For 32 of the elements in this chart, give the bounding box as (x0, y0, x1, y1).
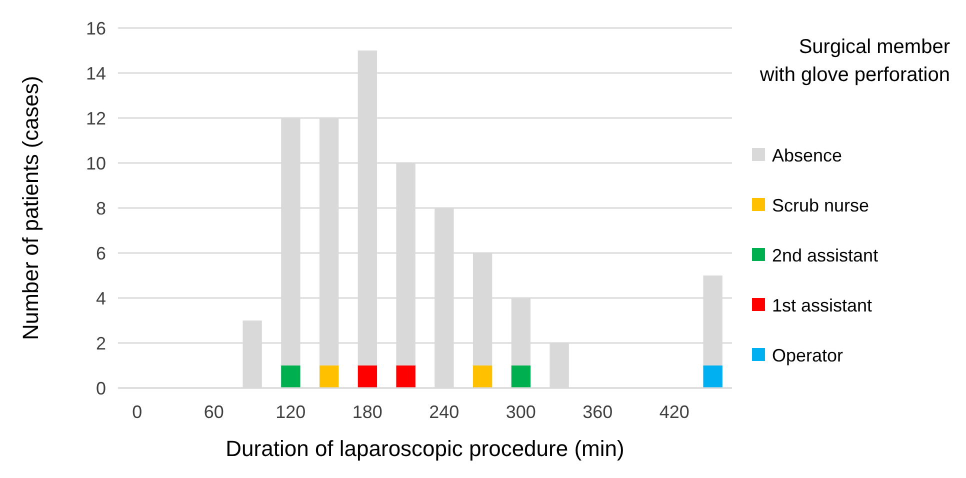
legend-label: Scrub nurse (772, 195, 870, 216)
y-tick-label: 12 (86, 108, 106, 128)
legend-label: Operator (772, 345, 844, 366)
bar (703, 366, 722, 388)
x-tick-label: 240 (429, 402, 460, 422)
x-tick-label: 120 (276, 402, 306, 422)
y-tick-label: 16 (86, 18, 106, 38)
legend-label: Absence (772, 145, 842, 166)
bar (319, 366, 339, 388)
x-tick-label: 60 (204, 402, 224, 422)
x-tick-label: 0 (132, 402, 142, 422)
y-tick-label: 2 (96, 333, 106, 354)
x-axis-title: Duration of laparoscopic procedure (min) (226, 436, 624, 461)
bar (396, 366, 416, 388)
y-tick-label: 14 (86, 63, 106, 84)
x-tick-label: 300 (506, 402, 536, 422)
y-tick-label: 4 (96, 288, 106, 308)
y-tick-label: 0 (96, 378, 106, 398)
x-tick-label: 420 (659, 402, 690, 422)
y-tick-label: 8 (96, 198, 106, 218)
bar (281, 366, 300, 388)
x-tick-label: 180 (352, 402, 382, 422)
x-tick-label: 360 (582, 402, 613, 422)
legend-label: 1st assistant (772, 295, 872, 316)
y-tick-label: 10 (86, 153, 106, 174)
legend-title: Surgical member with glove perforation (758, 36, 950, 86)
legend-label: 2nd assistant (772, 245, 878, 266)
y-tick-label: 6 (96, 243, 106, 264)
bar (358, 366, 378, 388)
y-axis-title: Number of patients (cases) (18, 76, 43, 340)
bar (472, 366, 492, 388)
bar (511, 366, 531, 388)
